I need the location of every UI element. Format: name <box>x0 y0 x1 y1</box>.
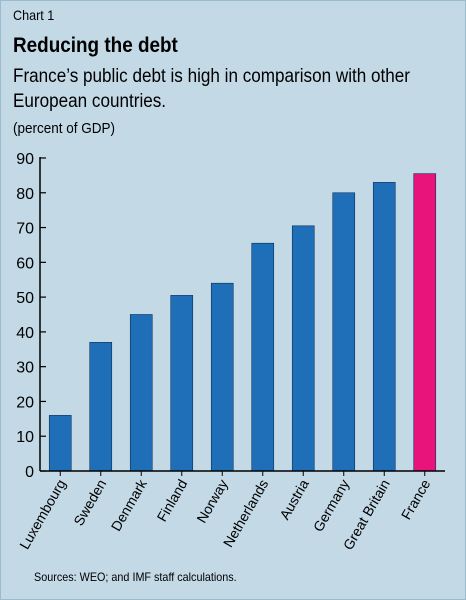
y-ticks-group: 0 10 20 30 40 50 60 70 80 90 <box>16 151 46 481</box>
x-category-label: Denmark <box>108 476 151 534</box>
bar-austria <box>291 225 315 472</box>
bar-denmark <box>129 314 153 472</box>
y-tick-label: 80 <box>16 186 34 203</box>
bar-luxembourg <box>48 415 72 472</box>
bar-netherlands <box>251 242 275 472</box>
y-tick-label: 60 <box>16 255 34 272</box>
bar-great-britain <box>372 182 396 472</box>
x-category-label: Austria <box>276 476 312 522</box>
bar-france <box>413 173 437 472</box>
bar-sweden <box>89 342 113 472</box>
chart-title: Reducing the debt <box>13 34 178 57</box>
bars-group <box>48 173 437 472</box>
axes-group <box>39 157 445 476</box>
bar-finland <box>170 295 194 472</box>
x-category-label: Sweden <box>70 477 109 529</box>
chart-subtitle: France’s public debt is high in comparis… <box>13 66 410 112</box>
chart-number: Chart 1 <box>13 7 55 23</box>
y-axis-unit-label: (percent of GDP) <box>13 120 116 137</box>
bar-germany <box>332 192 356 472</box>
x-category-label: Norway <box>193 477 231 526</box>
y-tick-label: 40 <box>16 325 34 342</box>
y-tick-label: 0 <box>25 464 34 481</box>
y-tick-label: 90 <box>16 151 34 168</box>
x-category-label: Germany <box>310 477 353 535</box>
y-tick-label: 70 <box>16 221 34 238</box>
x-category-label: Finland <box>154 477 191 525</box>
x-category-label: France <box>398 476 434 522</box>
x-category-label: Luxembourg <box>16 477 69 552</box>
y-tick-label: 30 <box>16 360 34 377</box>
y-tick-label: 50 <box>16 290 34 307</box>
y-tick-label: 20 <box>16 394 34 411</box>
y-tick-label: 10 <box>16 429 34 446</box>
source-note: Sources: WEO; and IMF staff calculations… <box>34 570 237 584</box>
bar-norway <box>210 282 234 472</box>
